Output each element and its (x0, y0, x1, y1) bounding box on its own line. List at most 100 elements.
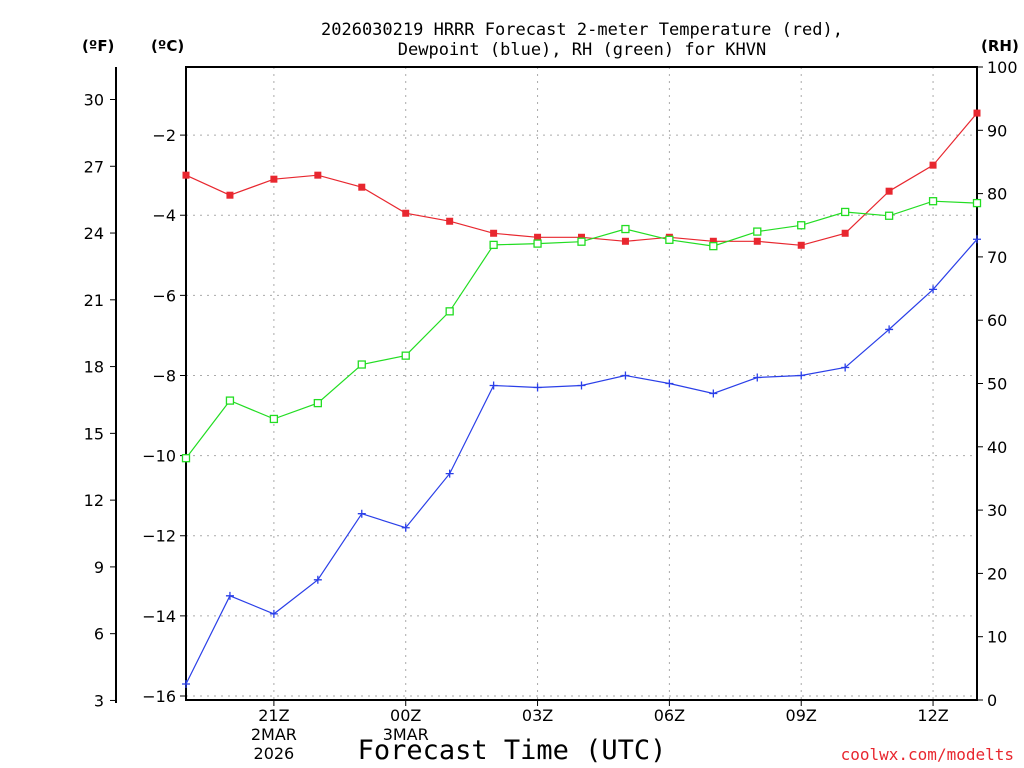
rh-point (269, 414, 279, 424)
rh-point (533, 239, 542, 248)
temperature-point (182, 171, 190, 179)
x-tick-label: 3MAR (383, 725, 429, 744)
fahrenheit-tick-label: 3 (94, 691, 104, 710)
rh-point (709, 241, 718, 251)
chart-title-line-2: Dewpoint (blue), RH (green) for KHVN (398, 40, 766, 60)
rh-tick-label: 20 (987, 564, 1007, 583)
dewpoint-point (621, 371, 630, 380)
rh-axis-unit: (RH) (981, 37, 1019, 55)
fahrenheit-axis-unit: (ºF) (82, 37, 114, 55)
temperature-point (490, 229, 498, 237)
dewpoint-point (665, 379, 674, 388)
axes (110, 66, 983, 706)
x-tick-label: 2MAR (251, 725, 297, 744)
dewpoint-point (225, 591, 234, 600)
chart-title-line-1: 2026030219 HRRR Forecast 2-meter Tempera… (321, 20, 843, 40)
dewpoint-point (313, 575, 322, 584)
tick-labels: 30272421181512963−2−4−6−8−10−12−14−16100… (84, 58, 1018, 763)
dewpoint-point (885, 325, 894, 334)
rh-tick-label: 90 (987, 121, 1007, 140)
rh-point (621, 224, 630, 234)
temperature-point (314, 171, 322, 179)
celsius-tick-label: −8 (152, 366, 176, 385)
celsius-tick-label: −16 (142, 687, 176, 706)
fahrenheit-tick-label: 9 (94, 558, 104, 577)
celsius-tick-label: −12 (142, 527, 176, 546)
fahrenheit-tick-label: 30 (84, 90, 104, 109)
x-tick-label: 06Z (654, 706, 685, 725)
temperature-point (446, 217, 454, 225)
temperature-point (797, 241, 805, 249)
data-series (181, 109, 982, 688)
dewpoint-point (182, 679, 190, 688)
temperature-point (841, 229, 849, 237)
celsius-axis-unit: (ºC) (151, 37, 184, 55)
celsius-tick-label: −4 (152, 206, 176, 225)
rh-point (665, 235, 674, 244)
rh-point (884, 211, 894, 220)
x-tick-label: 21Z (258, 706, 289, 725)
rh-point (489, 240, 498, 250)
celsius-tick-label: −2 (152, 126, 176, 145)
fahrenheit-tick-label: 18 (84, 358, 104, 377)
dewpoint-point (929, 285, 938, 294)
temperature-point (402, 209, 410, 217)
dewpoint-point (533, 383, 542, 392)
fahrenheit-tick-label: 15 (84, 424, 104, 443)
x-axis-label: Forecast Time (UTC) (358, 735, 667, 766)
rh-tick-label: 60 (987, 311, 1007, 330)
x-tick-label: 12Z (917, 706, 948, 725)
temperature-point (270, 175, 278, 183)
rh-point (357, 360, 366, 369)
celsius-tick-label: −10 (142, 447, 176, 466)
temperature-point (534, 233, 542, 241)
rh-point (401, 351, 410, 360)
temperature-line (185, 112, 978, 246)
fahrenheit-tick-label: 24 (84, 224, 104, 243)
dewpoint-point (401, 523, 410, 532)
x-tick-label: 2026 (254, 744, 295, 763)
rh-tick-label: 50 (987, 375, 1007, 394)
temperature-point (709, 237, 717, 245)
dewpoint-point (709, 389, 718, 398)
rh-tick-label: 30 (987, 501, 1007, 520)
rh-point (972, 198, 982, 208)
rh-point (445, 307, 454, 316)
temperature-point (358, 183, 366, 191)
temperature-point (929, 161, 937, 169)
dewpoint-point (269, 609, 278, 618)
x-tick-label: 00Z (390, 706, 421, 725)
dewpoint-point (357, 509, 366, 518)
celsius-tick-label: −6 (152, 286, 176, 305)
rh-point (577, 237, 586, 246)
rh-point (753, 227, 762, 236)
temperature-point (621, 237, 629, 245)
x-tick-label: 09Z (786, 706, 817, 725)
x-tick-label: 03Z (522, 706, 553, 725)
rh-tick-label: 70 (987, 248, 1007, 267)
rh-point (797, 221, 806, 230)
fahrenheit-tick-label: 21 (84, 291, 104, 310)
temperature-point (226, 191, 234, 199)
dewpoint-point (797, 371, 806, 380)
dewpoint-line (185, 238, 978, 685)
fahrenheit-tick-label: 6 (94, 625, 104, 644)
rh-tick-label: 100 (987, 58, 1018, 77)
temperature-point (885, 187, 893, 195)
dewpoint-point (577, 381, 586, 390)
rh-point (181, 454, 191, 463)
temperature-point (578, 233, 585, 241)
rh-tick-label: 80 (987, 185, 1007, 204)
temperature-point (973, 109, 981, 117)
dewpoint-point (445, 469, 454, 478)
rh-point (928, 197, 938, 206)
source-credit: coolwx.com/modelts (841, 745, 1014, 764)
dewpoint-point (489, 381, 498, 390)
rh-tick-label: 10 (987, 628, 1007, 647)
dewpoint-point (841, 363, 850, 372)
celsius-tick-label: −14 (142, 607, 176, 626)
rh-tick-label: 40 (987, 438, 1007, 457)
rh-tick-label: 0 (987, 691, 997, 710)
fahrenheit-tick-label: 27 (84, 157, 104, 176)
